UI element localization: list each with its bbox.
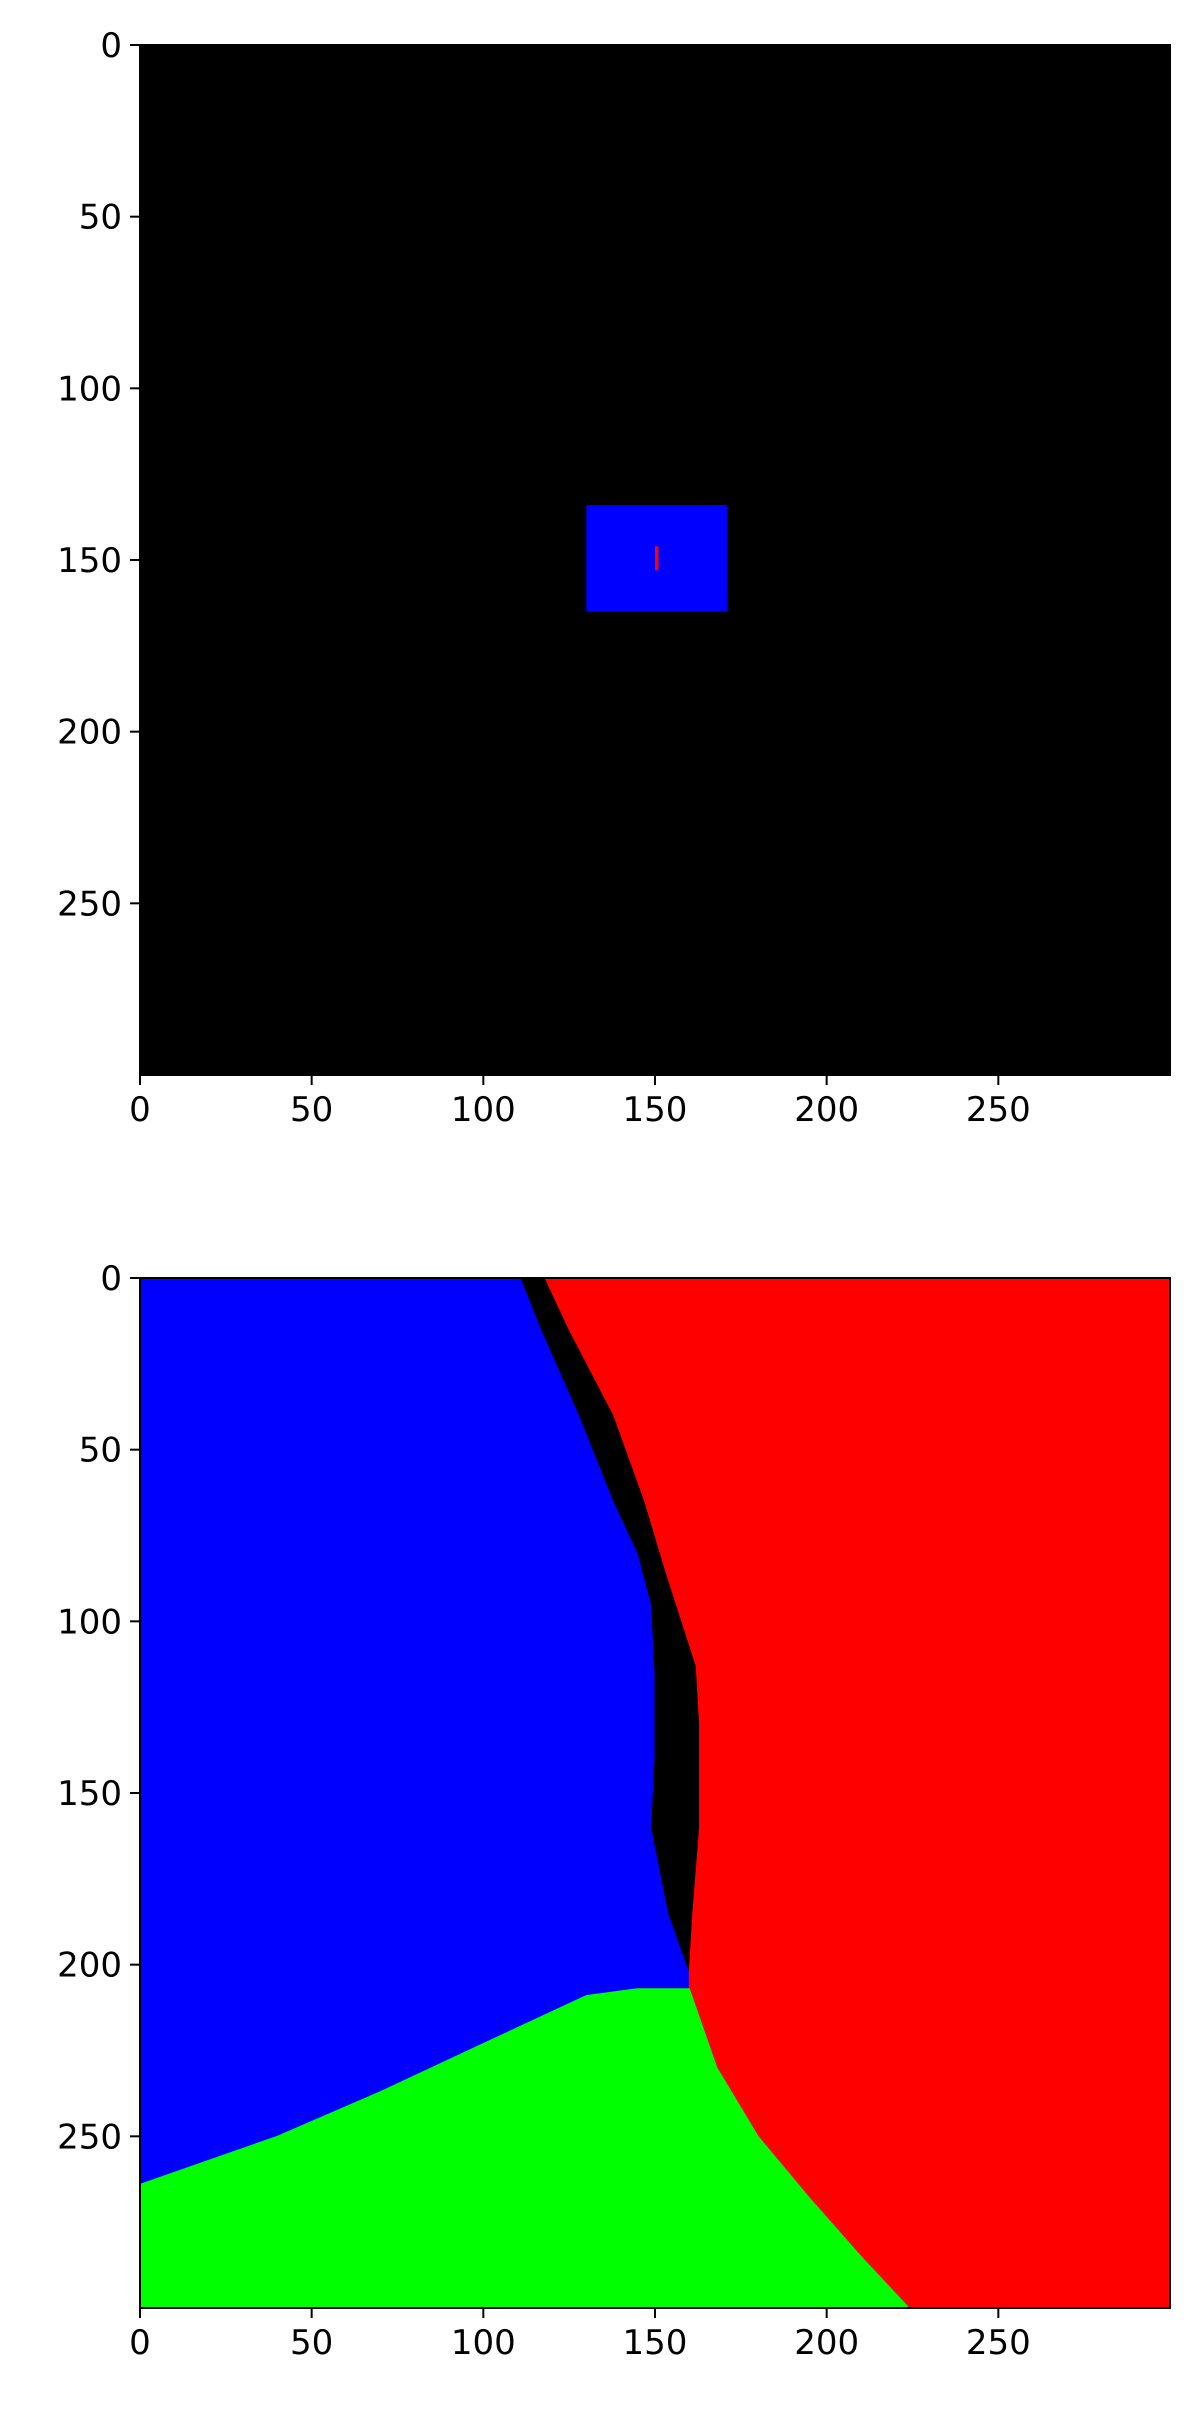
green-region xyxy=(140,1988,910,2308)
x-tick-label: 100 xyxy=(451,2323,516,2363)
x-tick-label: 50 xyxy=(290,1090,333,1130)
x-tick-label: 50 xyxy=(290,2323,333,2363)
y-tick-label: 250 xyxy=(57,2117,122,2157)
x-tick-label: 150 xyxy=(623,2323,688,2363)
y-tick-label: 0 xyxy=(100,1259,122,1299)
red-region xyxy=(544,1278,1170,2308)
x-tick-label: 200 xyxy=(794,1090,859,1130)
x-tick-label: 0 xyxy=(129,2323,151,2363)
panel-2: 0 50 100 150 200 250 0 50 100 150 200 250 xyxy=(57,1259,1171,2363)
image-regions xyxy=(140,1278,1170,2308)
x-tick-label: 150 xyxy=(623,1090,688,1130)
x-tick-label: 250 xyxy=(966,1090,1031,1130)
x-tick-label: 200 xyxy=(794,2323,859,2363)
y-tick-label: 100 xyxy=(57,369,122,409)
y-tick-label: 200 xyxy=(57,713,122,753)
y-tick-label: 50 xyxy=(79,1431,122,1471)
x-tick-label: 0 xyxy=(129,1090,151,1130)
red-marker xyxy=(655,546,659,571)
y-tick-label: 50 xyxy=(79,198,122,238)
y-tick-label: 0 xyxy=(100,26,122,66)
y-tick-label: 100 xyxy=(57,1602,122,1642)
image-regions xyxy=(586,505,728,612)
y-tick-label: 150 xyxy=(57,1774,122,1814)
x-tick-label: 100 xyxy=(451,1090,516,1130)
x-tick-label: 250 xyxy=(966,2323,1031,2363)
y-tick-label: 200 xyxy=(57,1946,122,1986)
panel-1: 0 50 100 150 200 250 0 50 100 150 200 250 xyxy=(57,26,1171,1130)
y-tick-label: 150 xyxy=(57,541,122,581)
y-tick-label: 250 xyxy=(57,884,122,924)
